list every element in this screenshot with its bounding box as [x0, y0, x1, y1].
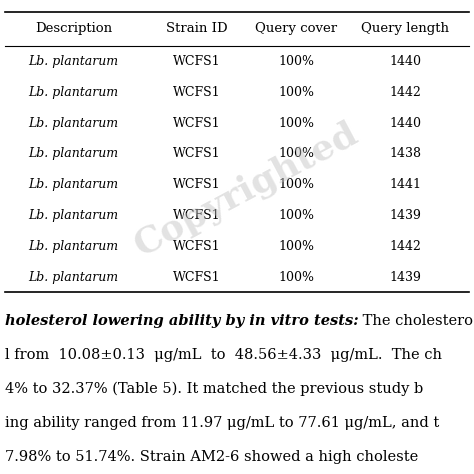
Text: WCFS1: WCFS1 [173, 55, 220, 68]
Text: 1439: 1439 [389, 209, 421, 222]
Text: WCFS1: WCFS1 [173, 209, 220, 222]
Text: 1440: 1440 [389, 55, 421, 68]
Text: 100%: 100% [278, 240, 314, 253]
Text: 100%: 100% [278, 86, 314, 99]
Text: 1438: 1438 [389, 147, 421, 160]
Text: WCFS1: WCFS1 [173, 117, 220, 129]
Text: Lb. plantarum: Lb. plantarum [28, 209, 118, 222]
Text: 7.98% to 51.74%. Strain AM2-6 showed a high choleste: 7.98% to 51.74%. Strain AM2-6 showed a h… [5, 450, 418, 465]
Text: Lb. plantarum: Lb. plantarum [28, 55, 118, 68]
Text: Description: Description [35, 22, 112, 36]
Text: The cholestero: The cholestero [358, 314, 474, 328]
Text: Lb. plantarum: Lb. plantarum [28, 240, 118, 253]
Text: Query cover: Query cover [255, 22, 337, 36]
Text: 100%: 100% [278, 55, 314, 68]
Text: 1442: 1442 [389, 240, 421, 253]
Text: 100%: 100% [278, 178, 314, 191]
Text: 100%: 100% [278, 117, 314, 129]
Text: 1439: 1439 [389, 271, 421, 283]
Text: Lb. plantarum: Lb. plantarum [28, 271, 118, 283]
Text: 100%: 100% [278, 209, 314, 222]
Text: 1442: 1442 [389, 86, 421, 99]
Text: 1440: 1440 [389, 117, 421, 129]
Text: WCFS1: WCFS1 [173, 240, 220, 253]
Text: l from  10.08±0.13  μg/mL  to  48.56±4.33  μg/mL.  The ch: l from 10.08±0.13 μg/mL to 48.56±4.33 μg… [5, 348, 442, 362]
Text: WCFS1: WCFS1 [173, 178, 220, 191]
Text: ing ability ranged from 11.97 μg/mL to 77.61 μg/mL, and t: ing ability ranged from 11.97 μg/mL to 7… [5, 416, 439, 430]
Text: 100%: 100% [278, 271, 314, 283]
Text: Copyrighted: Copyrighted [129, 116, 364, 263]
Text: 1441: 1441 [389, 178, 421, 191]
Text: Lb. plantarum: Lb. plantarum [28, 86, 118, 99]
Text: 100%: 100% [278, 147, 314, 160]
Text: WCFS1: WCFS1 [173, 86, 220, 99]
Text: holesterol lowering ability by in vitro tests:: holesterol lowering ability by in vitro … [5, 314, 358, 328]
Text: Query length: Query length [361, 22, 449, 36]
Text: Lb. plantarum: Lb. plantarum [28, 178, 118, 191]
Text: WCFS1: WCFS1 [173, 147, 220, 160]
Text: 4% to 32.37% (Table 5). It matched the previous study b: 4% to 32.37% (Table 5). It matched the p… [5, 382, 423, 396]
Text: WCFS1: WCFS1 [173, 271, 220, 283]
Text: Strain ID: Strain ID [166, 22, 228, 36]
Text: Lb. plantarum: Lb. plantarum [28, 117, 118, 129]
Text: Lb. plantarum: Lb. plantarum [28, 147, 118, 160]
